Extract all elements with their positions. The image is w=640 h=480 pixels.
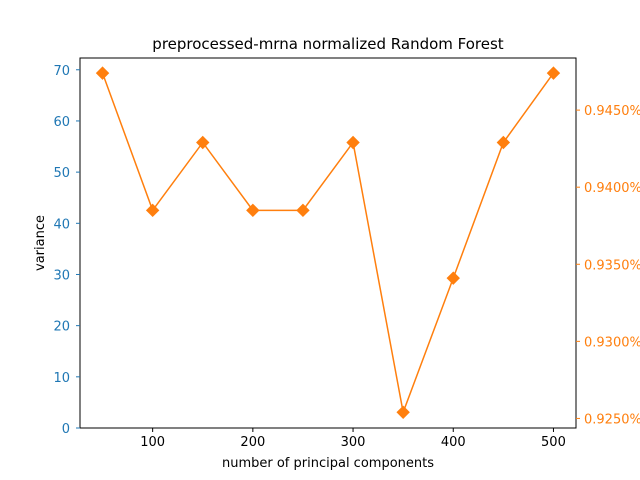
y-axis-label: variance <box>33 215 48 271</box>
y-tick-label: 30 <box>53 268 70 283</box>
x-axis-label: number of principal components <box>222 456 434 471</box>
plot-area <box>79 57 577 429</box>
x-axis: 100 200 300 400 500 <box>140 428 566 450</box>
y-tick-label: 20 <box>53 320 70 335</box>
x-tick-label: 200 <box>240 435 265 450</box>
y-tick-label: 60 <box>53 115 70 130</box>
data-point <box>246 203 260 218</box>
data-point <box>296 203 310 218</box>
series-layer <box>95 66 561 419</box>
y-tick-label: 10 <box>53 371 70 386</box>
x-tick-label: 500 <box>541 435 566 450</box>
y-tick-label: 0 <box>62 422 70 437</box>
y2-tick-label: 0.9400% <box>584 181 640 196</box>
series-line <box>101 72 555 416</box>
x-tick-label: 100 <box>140 435 165 450</box>
x-tick-label: 300 <box>341 435 366 450</box>
chart-title: preprocessed-mrna normalized Random Fore… <box>152 35 504 53</box>
y-tick-label: 70 <box>53 64 70 79</box>
data-point <box>346 135 360 150</box>
y2-tick-label: 0.9450% <box>584 104 640 119</box>
y-axis-right: 0.9250% 0.9300% 0.9350% 0.9400% 0.9450% <box>576 104 640 427</box>
y-axis-left: 0 10 20 30 40 50 60 70 <box>53 64 80 437</box>
data-point <box>196 135 210 150</box>
data-point <box>446 271 460 285</box>
data-point <box>496 135 511 150</box>
data-point <box>95 66 110 80</box>
data-point <box>396 405 410 419</box>
data-point <box>546 66 561 80</box>
y-tick-label: 50 <box>53 166 70 181</box>
y-tick-label: 40 <box>53 217 70 232</box>
y2-tick-label: 0.9250% <box>584 412 640 427</box>
y2-tick-label: 0.9350% <box>584 258 640 273</box>
x-tick-label: 400 <box>441 435 466 450</box>
data-point <box>145 203 160 218</box>
y2-tick-label: 0.9300% <box>584 335 640 350</box>
